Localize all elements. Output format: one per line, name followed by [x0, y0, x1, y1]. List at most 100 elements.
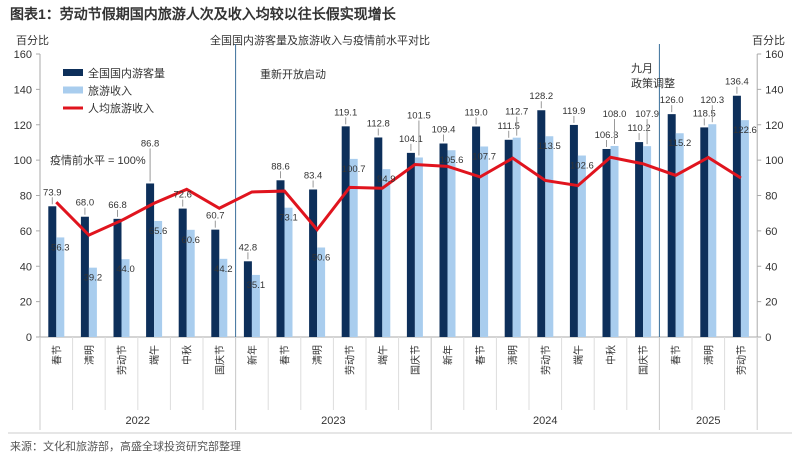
- bar-visitors: [439, 143, 448, 337]
- bar-visitors: [80, 216, 89, 337]
- legend-label: 旅游收入: [88, 84, 132, 98]
- bar-revenue-label: 44.0: [116, 264, 135, 275]
- bar-revenue-label: 115.2: [668, 138, 691, 149]
- year-label: 2023: [321, 415, 345, 427]
- y-tick-label-left: 100: [14, 155, 32, 167]
- bar-revenue: [512, 137, 521, 337]
- bar-visitors-label: 42.8: [239, 242, 258, 253]
- y-tick-label-right: 40: [765, 261, 777, 273]
- y-axis-label-left: 百分比: [16, 34, 49, 47]
- line-per-capita: [55, 155, 742, 237]
- bar-visitors: [602, 148, 611, 337]
- bar-visitors: [243, 261, 252, 337]
- bar-revenue-label: 113.5: [538, 141, 561, 152]
- y-tick-label-right: 100: [765, 155, 783, 167]
- bar-revenue-label: 112.7: [505, 107, 528, 118]
- year-label: 2025: [696, 415, 720, 427]
- bar-revenue-label: 35.1: [247, 280, 266, 291]
- bar-visitors: [341, 126, 350, 337]
- bar-revenue: [56, 237, 65, 337]
- bar-visitors: [374, 137, 383, 337]
- bar-revenue-label: 108.0: [603, 109, 627, 120]
- legend-label: 全国国内游客量: [88, 66, 165, 80]
- bar-revenue: [317, 247, 326, 337]
- bar-revenue-label: 60.6: [181, 235, 200, 246]
- bar-visitors: [113, 218, 122, 337]
- y-tick-label-right: 160: [765, 49, 783, 61]
- bar-revenue-label: 120.3: [700, 95, 724, 106]
- bar-revenue-label: 102.6: [570, 161, 594, 172]
- bar-visitors-label: 83.4: [304, 170, 323, 181]
- annotation-reopening: 重新开放启动: [260, 67, 326, 81]
- bar-visitors-label: 88.6: [271, 161, 290, 172]
- category-label: 端午: [572, 345, 585, 365]
- y-tick-label-right: 60: [765, 226, 777, 238]
- bar-revenue: [121, 259, 130, 337]
- bar-revenue: [219, 258, 228, 337]
- y-tick-label-right: 0: [765, 332, 771, 344]
- bar-revenue: [480, 146, 489, 337]
- bar-visitors: [504, 139, 513, 337]
- bar-visitors-label: 119.0: [465, 108, 488, 119]
- bar-revenue-label: 122.6: [733, 125, 757, 136]
- legend-label: 人均旅游收入: [88, 101, 154, 115]
- source-note: 来源：文化和旅游部，高盛全球投资研究部整理: [10, 441, 241, 453]
- bar-revenue-label: 65.6: [149, 226, 168, 237]
- y-tick-label-left: 40: [20, 261, 32, 273]
- bar-visitors: [146, 183, 155, 337]
- bar-visitors: [309, 189, 318, 337]
- bar-visitors: [667, 114, 676, 337]
- bar-visitors-label: 112.8: [367, 118, 390, 129]
- category-label: 清明: [507, 345, 520, 365]
- year-label: 2022: [126, 415, 150, 427]
- bar-visitors: [48, 206, 57, 337]
- year-label: 2024: [533, 415, 557, 427]
- y-tick-label-left: 20: [20, 297, 32, 309]
- bar-visitors-label: 119.9: [562, 106, 585, 117]
- bar-revenue: [545, 136, 554, 337]
- bar-visitors-label: 118.5: [693, 108, 716, 119]
- category-label: 劳动节: [344, 345, 357, 375]
- bar-revenue: [643, 146, 652, 337]
- bar-revenue: [154, 220, 163, 337]
- category-label: 新年: [442, 345, 455, 365]
- bar-visitors: [211, 229, 220, 337]
- bar-visitors-label: 110.2: [628, 123, 651, 134]
- category-label: 清明: [702, 345, 715, 365]
- bar-revenue: [577, 155, 586, 337]
- category-label: 端午: [376, 345, 389, 365]
- y-tick-label-right: 120: [765, 120, 783, 132]
- bar-revenue: [382, 169, 391, 337]
- bar-visitors-label: 68.0: [76, 198, 95, 209]
- category-label: 劳动节: [116, 345, 129, 375]
- bar-revenue-label: 50.6: [312, 253, 331, 264]
- y-tick-label-right: 140: [765, 84, 783, 96]
- y-axis-label-right: 百分比: [752, 34, 785, 47]
- category-label: 春节: [475, 345, 487, 365]
- category-label: 春节: [51, 345, 63, 365]
- bar-revenue: [88, 267, 97, 337]
- bar-visitors-label: 66.8: [108, 200, 127, 211]
- y-tick-label-left: 0: [26, 332, 32, 344]
- bar-visitors: [569, 124, 578, 337]
- bar-visitors: [472, 126, 481, 337]
- bar-visitors-label: 104.1: [399, 134, 423, 145]
- bar-visitors-label: 60.7: [206, 211, 225, 222]
- legend-swatch: [63, 69, 83, 76]
- bar-visitors-label: 109.4: [432, 124, 456, 135]
- bar-revenue-label: 44.2: [214, 264, 233, 275]
- bar-visitors: [406, 152, 415, 337]
- bar-visitors-label: 73.9: [43, 187, 62, 198]
- bar-revenue: [610, 145, 619, 337]
- bar-visitors-label: 136.4: [725, 77, 749, 88]
- category-label: 国庆节: [409, 345, 422, 375]
- bar-revenue-label: 73.1: [279, 213, 298, 224]
- bar-revenue: [284, 207, 293, 337]
- bar-revenue: [708, 124, 717, 337]
- bar-visitors-label: 128.2: [529, 91, 553, 102]
- category-label: 春节: [280, 345, 292, 365]
- y-tick-label-right: 20: [765, 297, 777, 309]
- category-label: 清明: [83, 345, 96, 365]
